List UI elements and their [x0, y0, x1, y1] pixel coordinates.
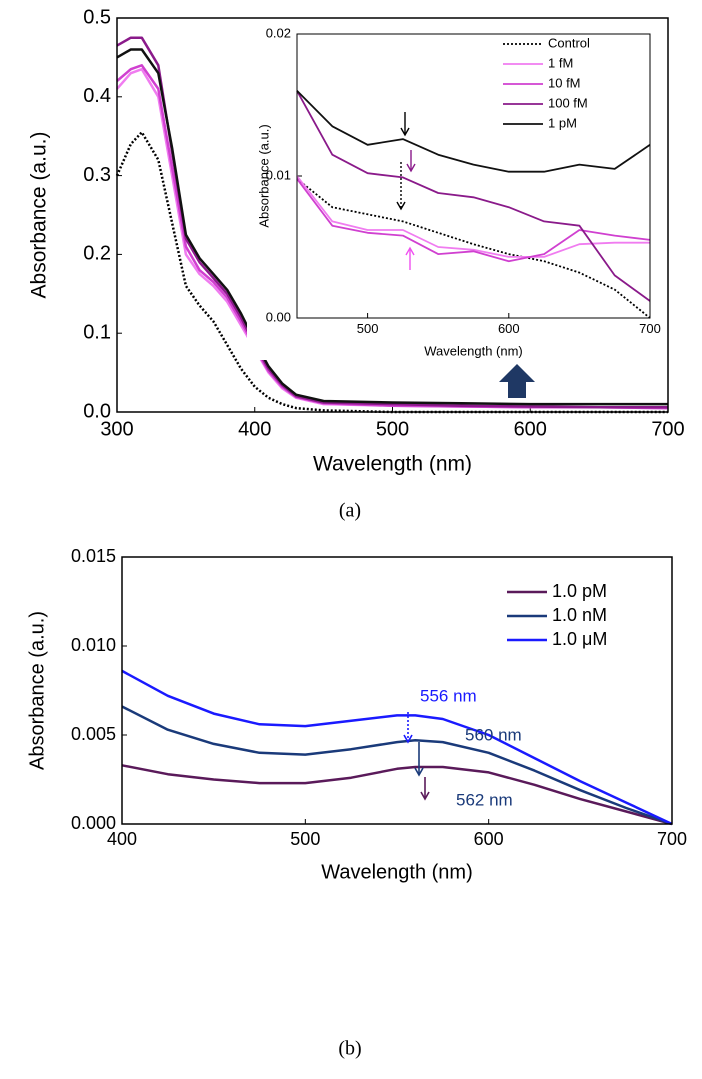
x-tick-label: 400 — [238, 418, 271, 440]
legend-label: Control — [548, 35, 590, 50]
legend-label: 1.0 nM — [552, 605, 607, 625]
series-line — [121, 669, 673, 826]
annotation: 560 nm — [465, 725, 522, 744]
x-tick-label: 700 — [651, 418, 684, 440]
x-axis-label: Wavelength (nm) — [321, 861, 473, 883]
y-tick-label: 0.0 — [83, 400, 111, 422]
x-tick-label: 400 — [107, 829, 137, 849]
y-tick-label: 0.010 — [71, 635, 116, 655]
inset-background — [247, 20, 660, 360]
y-tick-label: 0.2 — [83, 243, 111, 265]
y-tick-label: 0.4 — [83, 85, 111, 107]
y-tick-label: 0.005 — [71, 724, 116, 744]
series-line — [296, 178, 651, 263]
x-tick-label: 500 — [376, 418, 409, 440]
x-axis-label: Wavelength (nm) — [313, 453, 472, 476]
legend-label: 1.0 μM — [552, 629, 607, 649]
x-tick-label: 500 — [357, 321, 379, 336]
x-axis-label: Wavelength (nm) — [424, 343, 523, 358]
series-line — [296, 90, 651, 302]
x-tick-label: 300 — [100, 418, 133, 440]
legend-label: 10 fM — [548, 75, 581, 90]
y-tick-label: 0.1 — [83, 321, 111, 343]
y-tick-label: 0.5 — [83, 6, 111, 28]
x-tick-label: 500 — [290, 829, 320, 849]
plot-frame — [121, 556, 673, 825]
series-line — [296, 178, 651, 319]
x-tick-label: 600 — [474, 829, 504, 849]
x-tick-label: 600 — [514, 418, 547, 440]
annotation: 562 nm — [456, 790, 513, 809]
series-line — [296, 90, 651, 173]
y-axis-label: Absorbance (a.u.) — [28, 132, 51, 299]
y-axis-label: Absorbance (a.u.) — [26, 611, 48, 770]
inset-arrows — [396, 112, 416, 270]
y-tick-label: 0.02 — [266, 25, 291, 40]
x-tick-label: 700 — [657, 829, 687, 849]
plot-frame — [116, 17, 669, 413]
x-tick-label: 700 — [639, 321, 661, 336]
legend-label: 100 fM — [548, 95, 588, 110]
x-tick-label: 600 — [498, 321, 520, 336]
decorations — [396, 112, 535, 801]
legend-label: 1 pM — [548, 115, 577, 130]
caption: (b) — [338, 1038, 361, 1060]
big-arrow — [499, 364, 535, 398]
legend-label: 1.0 pM — [552, 581, 607, 601]
y-tick-label: 0.01 — [266, 167, 291, 182]
series-line — [121, 705, 673, 826]
series-line — [121, 764, 673, 826]
y-tick-label: 0.3 — [83, 164, 111, 186]
y-tick-label: 0.00 — [266, 309, 291, 324]
y-tick-label: 0.000 — [71, 813, 116, 833]
plot: 0.000 0.005 0.010 0.015 400 500 600 700 1.0 pM 1.… — [26, 546, 687, 1060]
panel-b-arrows — [403, 712, 430, 801]
series-line — [115, 131, 668, 414]
annotation: 556 nm — [420, 686, 477, 705]
y-axis-label: Absorbance (a.u.) — [256, 124, 271, 227]
y-tick-label: 0.015 — [71, 546, 116, 566]
plot: 0.00 0.01 0.02 500 600 700 Control 1 fM 10 fM 100… — [256, 25, 660, 358]
caption: (a) — [339, 500, 361, 522]
plot-frame — [296, 33, 651, 319]
legend-label: 1 fM — [548, 55, 573, 70]
